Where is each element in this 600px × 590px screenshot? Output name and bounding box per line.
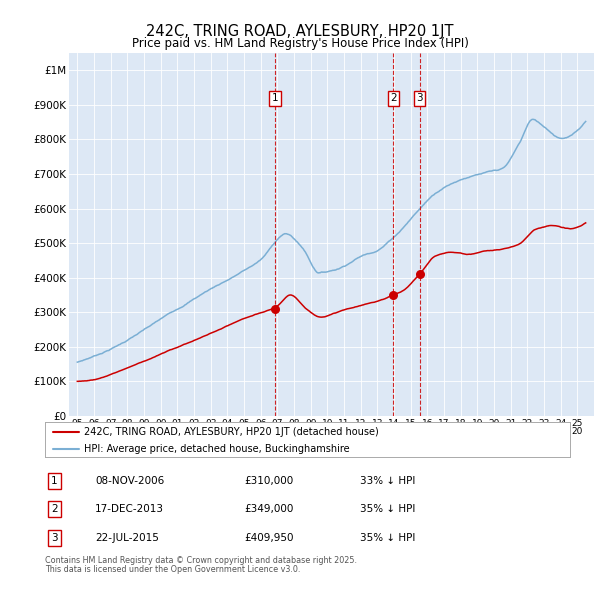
Text: £349,000: £349,000 [245,504,294,514]
Text: 3: 3 [51,533,58,543]
Text: 242C, TRING ROAD, AYLESBURY, HP20 1JT: 242C, TRING ROAD, AYLESBURY, HP20 1JT [146,24,454,38]
Text: £310,000: £310,000 [245,476,294,486]
Text: 35% ↓ HPI: 35% ↓ HPI [360,533,415,543]
Text: Contains HM Land Registry data © Crown copyright and database right 2025.: Contains HM Land Registry data © Crown c… [45,556,357,565]
Text: 1: 1 [272,93,278,103]
Text: £409,950: £409,950 [245,533,294,543]
Text: 22-JUL-2015: 22-JUL-2015 [95,533,159,543]
Text: 08-NOV-2006: 08-NOV-2006 [95,476,164,486]
Point [389,291,398,300]
Text: 242C, TRING ROAD, AYLESBURY, HP20 1JT (detached house): 242C, TRING ROAD, AYLESBURY, HP20 1JT (d… [85,427,379,437]
Text: 2: 2 [51,504,58,514]
Point [415,270,425,279]
Text: 17-DEC-2013: 17-DEC-2013 [95,504,164,514]
Text: 1: 1 [51,476,58,486]
Text: Price paid vs. HM Land Registry's House Price Index (HPI): Price paid vs. HM Land Registry's House … [131,37,469,50]
Text: 3: 3 [416,93,423,103]
Text: 2: 2 [390,93,397,103]
Text: HPI: Average price, detached house, Buckinghamshire: HPI: Average price, detached house, Buck… [85,444,350,454]
Point [270,304,280,313]
Text: 33% ↓ HPI: 33% ↓ HPI [360,476,415,486]
Text: This data is licensed under the Open Government Licence v3.0.: This data is licensed under the Open Gov… [45,565,301,574]
Text: 35% ↓ HPI: 35% ↓ HPI [360,504,415,514]
